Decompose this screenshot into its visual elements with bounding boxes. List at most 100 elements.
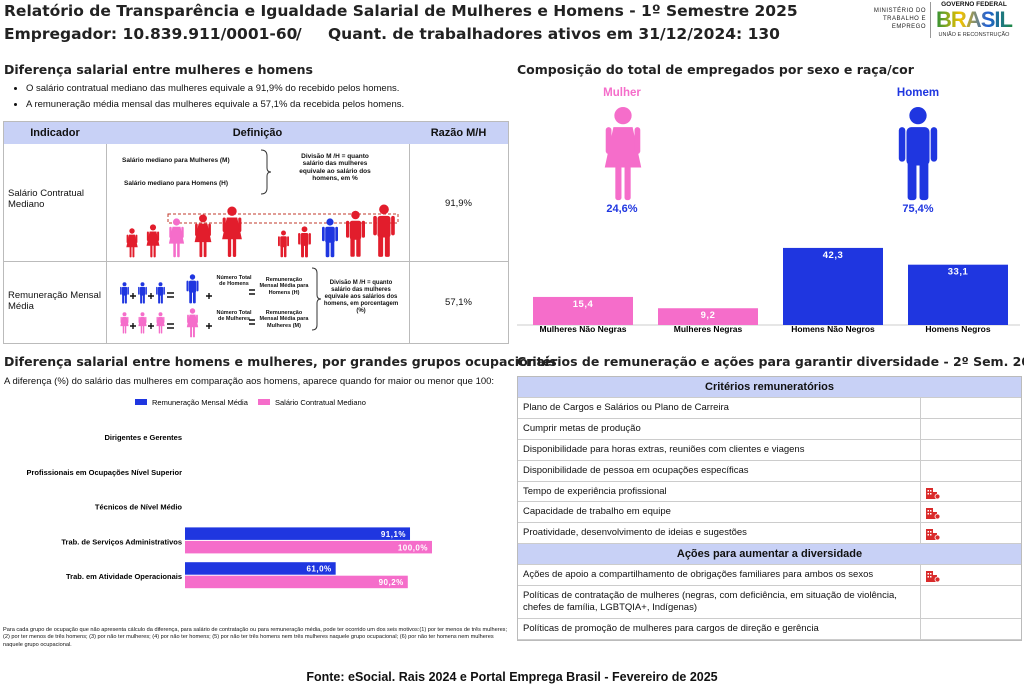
median-box: [167, 213, 399, 224]
logo-divider: [930, 2, 931, 38]
criteria-check: [921, 619, 1021, 639]
divider: [409, 144, 410, 343]
diagram-label: Número Total de Homens: [216, 275, 252, 288]
y-tick-label: Trab. de Serviços Administrativos: [61, 537, 182, 546]
criteria-text: Políticas de contratação de mulheres (ne…: [518, 586, 922, 618]
indicator: Salário Contratual Mediano: [8, 188, 85, 210]
criteria-text: Capacidade de trabalho em equipe: [518, 502, 922, 523]
x-tick-label: Mulheres Não Negras: [540, 324, 627, 334]
criteria-row: Ações de apoio a compartilhamento de obr…: [518, 565, 1021, 586]
slogan: UNIÃO E RECONSTRUÇÃO: [938, 32, 1010, 38]
value-label: 100,0%: [398, 543, 428, 552]
criteria-table: Critérios remuneratórios Plano de Cargos …: [517, 376, 1022, 641]
x-tick-label: Homens Negros: [925, 324, 990, 334]
value-label: 61,0%: [306, 565, 331, 574]
criteria-row: Proatividade, desenvolvimento de ideias …: [518, 523, 1021, 545]
value-label: 15,4: [573, 299, 594, 310]
diagram-label: Remuneração Mensal Média para Homens (H): [259, 277, 309, 296]
footnote: Para cada grupo de ocupação que não apre…: [3, 627, 508, 648]
criteria-text: Plano de Cargos e Salários ou Plano de C…: [518, 398, 922, 418]
brand: BRASIL: [934, 7, 1014, 33]
criteria-row: Disponibilidade para horas extras, reuni…: [518, 439, 1021, 461]
bullet: A remuneração média mensal das mulheres …: [26, 97, 404, 113]
y-tick-label: Trab. em Atividade Operacionais: [66, 572, 182, 581]
bar: [185, 562, 336, 575]
women-share: 24,6%: [606, 203, 638, 215]
diagram-label: Número Total de Mulheres: [216, 310, 252, 323]
criteria-text: Disponibilidade para horas extras, reuni…: [518, 439, 922, 460]
bar: [783, 247, 883, 325]
diagram-label: Remuneração Mensal Média para Mulheres (…: [259, 310, 309, 329]
legend-label: Salário Contratual Mediano: [275, 398, 366, 407]
workers: Quant. de trabalhadores ativos em 31/12/…: [328, 25, 780, 43]
value-label: 90,2%: [379, 578, 404, 587]
report-title: Relatório de Transparência e Igualdade S…: [4, 2, 798, 20]
government: GOVERNO FEDERAL: [941, 1, 1007, 8]
men-share: 75,4%: [902, 203, 934, 215]
criteria-text: Proatividade, desenvolvimento de ideias …: [518, 523, 922, 544]
adopted-icon: [926, 507, 941, 520]
criteria-check: [921, 419, 1021, 439]
bar: [908, 264, 1008, 325]
criteria-check: [921, 523, 1021, 543]
diagram-label: Salário mediano para Mulheres (M): [122, 157, 230, 164]
occupation-chart: Remuneração Mensal Média Salário Contratu…: [27, 398, 432, 589]
adopted-icon: [926, 570, 941, 583]
women-label: Mulher: [603, 87, 641, 99]
adopted-icon: [926, 487, 941, 499]
men-icon: [898, 106, 938, 201]
y-tick-label: Técnicos de Nível Médio: [95, 503, 183, 512]
group-heading: Critérios remuneratórios: [518, 377, 1021, 398]
value-label: 91,1%: [381, 530, 406, 539]
criteria-text: Disponibilidade de pessoa em ocupações e…: [518, 460, 922, 481]
section-title: Critérios de remuneração e ações para ga…: [517, 354, 1024, 369]
employer: Empregador: 10.839.911/0001-60: [4, 25, 298, 43]
bar: [533, 296, 633, 325]
criteria-check: [921, 586, 1021, 618]
value-label: 42,3: [823, 250, 844, 261]
criteria-row: Plano de Cargos e Salários ou Plano de C…: [518, 398, 1021, 419]
y-tick-label: Profissionais em Ocupações Nível Superio…: [27, 468, 183, 477]
legend-swatch: [258, 399, 270, 405]
men-label: Homem: [896, 87, 940, 99]
bar: [185, 575, 408, 589]
divider: [4, 261, 508, 262]
legend-swatch: [135, 399, 147, 405]
group-heading: Ações para aumentar a diversidade: [518, 544, 1021, 566]
value-label: 9,2: [701, 310, 716, 321]
diagram: [120, 267, 322, 338]
criteria-text: Cumprir metas de produção: [518, 418, 922, 439]
diagram-label: Salário mediano para Homens (H): [124, 180, 229, 187]
criteria-check: [921, 565, 1021, 585]
divider: [106, 144, 107, 343]
diagram-label: Divisão M /H = quanto salário das mulher…: [299, 153, 371, 183]
criteria-row: Disponibilidade de pessoa em ocupações e…: [518, 460, 1021, 482]
brace: [260, 149, 272, 195]
criteria-text: Tempo de experiência profissional: [518, 481, 922, 502]
criteria-row: Políticas de contratação de mulheres (ne…: [518, 586, 1021, 619]
criteria-check: [921, 440, 1021, 460]
criteria-row: Capacidade de trabalho em equipe: [518, 502, 1021, 524]
criteria-check: [921, 482, 1021, 502]
criteria-text: Ações de apoio a compartilhamento de obr…: [518, 565, 922, 585]
pay-gap-table: Indicador Definição Razão M/H Salário Co…: [3, 121, 509, 344]
bullets: O salário contratual mediano das mulhere…: [4, 81, 404, 113]
criteria-check: [921, 502, 1021, 522]
criteria-text: Políticas de promoção de mulheres para c…: [518, 618, 922, 639]
bullet: O salário contratual mediano das mulhere…: [26, 81, 404, 97]
ratio: 91,9%: [445, 198, 472, 209]
section-subtitle: A diferença (%) do salário das mulheres …: [4, 376, 495, 387]
ratio: 57,1%: [445, 297, 472, 308]
bar: [658, 308, 758, 325]
adopted-icon: [926, 528, 941, 541]
criteria-check: [921, 398, 1021, 418]
section-title: Composição do total de empregados por se…: [517, 62, 914, 77]
source: Fonte: eSocial. Rais 2024 e Portal Empre…: [306, 670, 718, 684]
ministry: MINISTÉRIO DO TRABALHO E EMPREGO: [873, 8, 926, 30]
criteria-row: Tempo de experiência profissional: [518, 481, 1021, 503]
criteria-row: Cumprir metas de produção: [518, 418, 1021, 440]
indicator: Remuneração Mensal Média: [8, 290, 101, 312]
section-title: Diferença salarial entre homens e mulher…: [4, 354, 557, 369]
operators: [130, 289, 255, 329]
